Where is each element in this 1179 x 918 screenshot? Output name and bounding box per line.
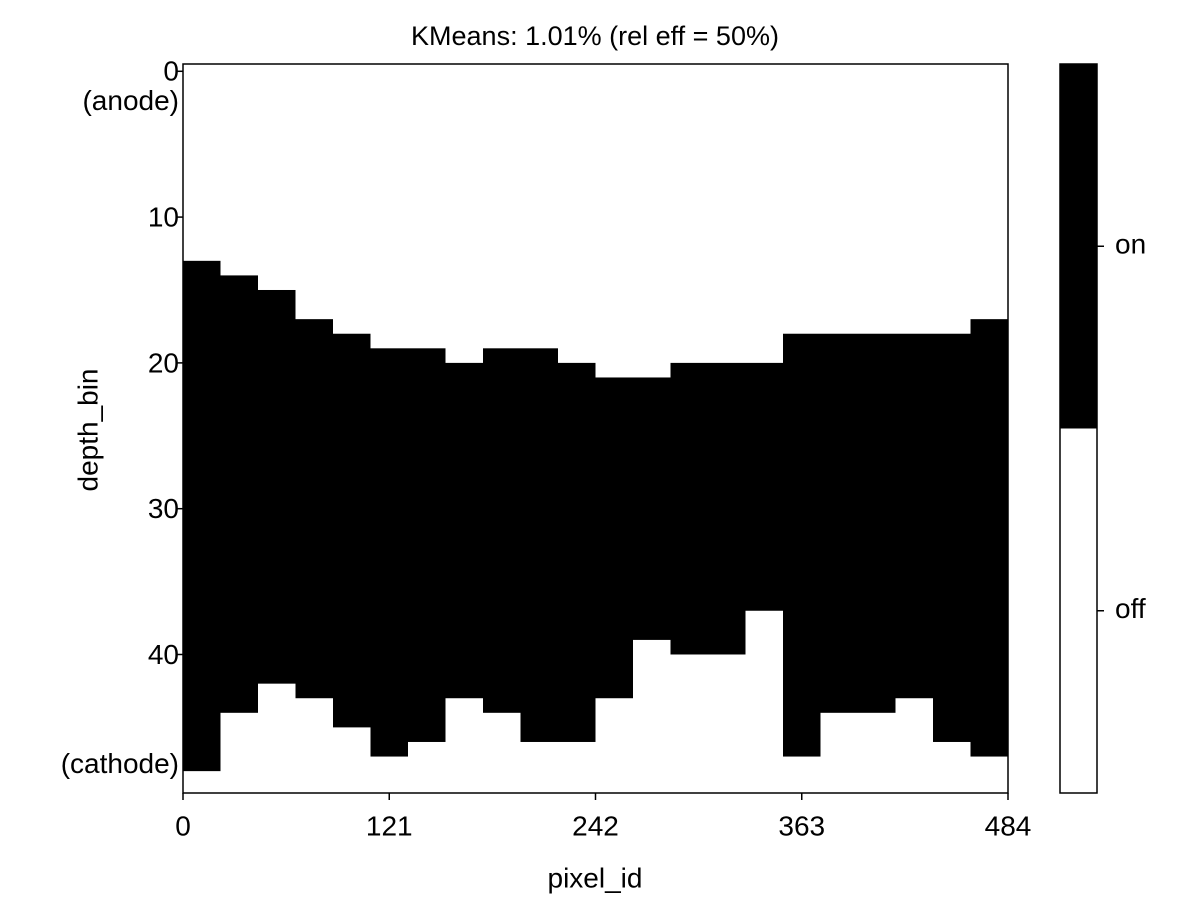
x-tick-label: 242 xyxy=(572,810,619,841)
on-region xyxy=(408,348,446,742)
on-region xyxy=(820,333,858,713)
x-axis-label: pixel_id xyxy=(548,862,643,893)
on-region xyxy=(670,362,708,655)
y-tick-label: (anode) xyxy=(82,85,179,116)
on-region xyxy=(708,362,746,655)
colorbar-on xyxy=(1060,64,1097,429)
on-region xyxy=(633,377,671,640)
y-axis-label: depth_bin xyxy=(72,368,103,491)
y-tick-label: 10 xyxy=(148,201,179,232)
on-region xyxy=(895,333,933,699)
on-region xyxy=(183,260,221,772)
on-region xyxy=(745,362,783,611)
y-tick-label: 20 xyxy=(148,347,179,378)
colorbar-off xyxy=(1060,428,1097,793)
x-tick-label: 363 xyxy=(778,810,825,841)
y-tick-label: 40 xyxy=(148,639,179,670)
colorbar-tick-label: on xyxy=(1115,229,1146,260)
on-region xyxy=(558,362,596,742)
on-region xyxy=(370,348,408,757)
on-region xyxy=(295,319,333,699)
x-tick-label: 484 xyxy=(985,810,1032,841)
on-region xyxy=(595,377,633,699)
on-region xyxy=(483,348,521,713)
colorbar-tick-label: off xyxy=(1115,593,1146,624)
on-region xyxy=(333,333,371,728)
on-region xyxy=(445,362,483,699)
chart-title: KMeans: 1.01% (rel eff = 50%) xyxy=(411,21,779,51)
y-tick-label: 0 xyxy=(163,56,179,87)
x-tick-label: 121 xyxy=(366,810,413,841)
on-region xyxy=(970,319,1008,757)
y-tick-label: 30 xyxy=(148,493,179,524)
x-tick-label: 0 xyxy=(175,810,191,841)
on-region xyxy=(520,348,558,742)
colorbar-frame xyxy=(1059,63,1098,794)
on-region xyxy=(783,333,821,757)
on-region xyxy=(258,289,296,684)
y-tick-label: (cathode) xyxy=(61,748,179,779)
on-region xyxy=(858,333,896,713)
on-region xyxy=(220,275,258,713)
on-region xyxy=(933,333,971,742)
